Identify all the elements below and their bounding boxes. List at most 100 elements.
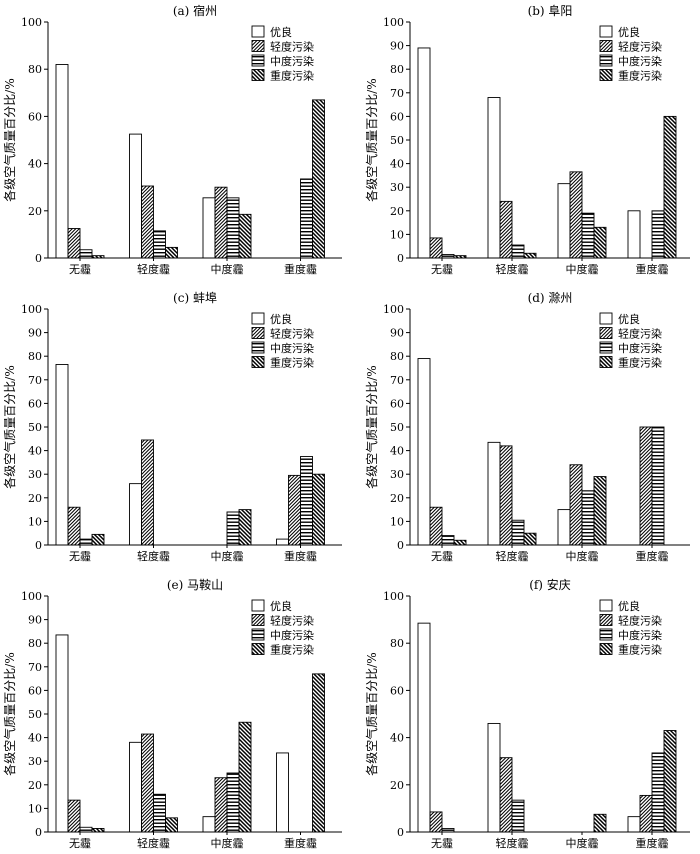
bar-light-no-haze [429, 237, 443, 259]
x-tick-label-moderate-haze: 中度霾 [211, 549, 244, 563]
bar-heavy-heavy-haze [312, 673, 325, 833]
legend-swatch-light [251, 40, 265, 52]
y-tick-label: 80 [390, 637, 404, 650]
x-tick-label-heavy-haze: 重度霾 [284, 836, 317, 850]
bar-good-heavy-haze [276, 538, 289, 546]
bar-good-heavy-haze [276, 752, 289, 833]
bar-moderate-no-haze [441, 254, 455, 259]
bar-moderate-moderate-haze [226, 197, 240, 259]
y-tick-label: 0 [35, 826, 42, 839]
bar-moderate-heavy-haze [300, 456, 313, 546]
y-axis-label: 各级空气质量百分比/% [364, 652, 379, 775]
bar-moderate-no-haze [79, 249, 93, 259]
legend-label-heavy: 重度污染 [618, 356, 662, 370]
panel-title: (d) 滁州 [528, 290, 573, 305]
y-axis-label: 各级空气质量百分比/% [364, 365, 379, 488]
bar-light-no-haze [67, 228, 81, 259]
bar-heavy-moderate-haze [238, 721, 252, 833]
y-tick-label: 90 [28, 614, 42, 627]
y-tick-label: 20 [390, 492, 404, 505]
bar-light-no-haze [67, 799, 81, 833]
x-tick-label-light-haze: 轻度霾 [137, 836, 170, 850]
legend-label-moderate: 中度污染 [618, 54, 662, 68]
legend-label-light: 轻度污染 [618, 40, 662, 54]
y-axis-label: 各级空气质量百分比/% [364, 78, 379, 201]
x-tick-label-heavy-haze: 重度霾 [636, 836, 669, 850]
bar-heavy-light-haze [523, 252, 537, 259]
bar-heavy-no-haze [91, 533, 105, 546]
y-axis-label: 各级空气质量百分比/% [2, 365, 17, 488]
y-tick-label: 50 [28, 708, 42, 721]
y-tick-label: 10 [390, 228, 404, 241]
bar-good-light-haze [129, 133, 142, 259]
bar-good-no-haze [417, 358, 431, 546]
y-tick-label: 40 [390, 445, 404, 458]
legend-label-heavy: 重度污染 [618, 643, 662, 657]
y-tick-label: 0 [35, 252, 42, 265]
legend-swatch-heavy [599, 69, 613, 81]
bar-moderate-light-haze [153, 230, 166, 259]
bar-light-light-haze [499, 757, 513, 833]
bar-heavy-heavy-haze [663, 730, 677, 833]
chart-panel-2: (b) 阜阳 0 10 20 30 40 50 60 70 80 90 100 无霾 轻度霾 中度霾 重度霾 各… [364, 4, 690, 276]
legend-swatch-moderate [599, 341, 613, 354]
bar-moderate-light-haze [511, 519, 525, 546]
y-tick-label: 30 [28, 468, 42, 481]
x-tick-label-no-haze: 无霾 [431, 837, 453, 850]
legend-label-heavy: 重度污染 [618, 69, 662, 83]
x-tick-label-light-haze: 轻度霾 [137, 549, 170, 563]
bar-good-no-haze [55, 634, 69, 833]
y-tick-label: 10 [390, 515, 404, 528]
y-tick-label: 70 [28, 661, 42, 674]
bar-good-light-haze [487, 97, 501, 259]
legend-label-light: 轻度污染 [618, 614, 662, 628]
y-tick-label: 70 [390, 87, 404, 100]
bar-good-moderate-haze [202, 816, 216, 833]
bar-light-light-haze [141, 185, 154, 259]
y-tick-label: 60 [28, 684, 42, 697]
bar-good-light-haze [129, 483, 142, 546]
legend-swatch-moderate [599, 54, 613, 67]
legend-swatch-good [599, 312, 613, 325]
y-tick-label: 80 [28, 637, 42, 650]
x-tick-label-no-haze: 无霾 [69, 837, 91, 850]
x-tick-label-moderate-haze: 中度霾 [566, 836, 599, 850]
x-tick-label-heavy-haze: 重度霾 [636, 262, 669, 276]
bar-moderate-moderate-haze [581, 212, 595, 259]
bar-good-light-haze [129, 741, 142, 833]
y-tick-label: 40 [390, 158, 404, 171]
bar-moderate-light-haze [153, 793, 166, 833]
legend-label-heavy: 重度污染 [270, 69, 314, 83]
bar-heavy-heavy-haze [312, 99, 325, 259]
legend-label-moderate: 中度污染 [270, 341, 314, 355]
bar-heavy-moderate-haze [593, 813, 607, 833]
legend-label-good: 优良 [618, 25, 640, 39]
y-tick-label: 30 [390, 181, 404, 194]
bar-good-heavy-haze [627, 816, 641, 833]
chart-panel-6: (f) 安庆 0 20 40 60 80 100 无霾 轻度霾 中度霾 重度霾 各级空气质量百分比/%… [364, 577, 690, 850]
legend-label-good: 优良 [618, 312, 640, 326]
y-tick-label: 40 [28, 732, 42, 745]
legend-label-moderate: 中度污染 [270, 628, 314, 642]
y-tick-label: 60 [390, 397, 404, 410]
y-tick-label: 60 [28, 110, 42, 123]
y-tick-label: 0 [397, 539, 404, 552]
bar-moderate-heavy-haze [300, 178, 313, 259]
y-tick-label: 40 [28, 158, 42, 171]
legend-swatch-good [599, 25, 613, 38]
legend-label-heavy: 重度污染 [270, 643, 314, 657]
bar-light-moderate-haze [569, 171, 583, 259]
x-tick-label-moderate-haze: 中度霾 [566, 262, 599, 276]
bar-light-moderate-haze [214, 777, 228, 833]
y-tick-label: 20 [28, 779, 42, 792]
y-tick-label: 40 [28, 445, 42, 458]
y-tick-label: 90 [390, 327, 404, 340]
x-tick-label-no-haze: 无霾 [431, 550, 453, 563]
y-tick-label: 0 [35, 539, 42, 552]
y-tick-label: 50 [28, 421, 42, 434]
legend-swatch-heavy [251, 356, 265, 368]
bar-heavy-moderate-haze [238, 213, 252, 259]
x-tick-label-no-haze: 无霾 [69, 550, 91, 563]
legend-label-light: 轻度污染 [270, 614, 314, 628]
